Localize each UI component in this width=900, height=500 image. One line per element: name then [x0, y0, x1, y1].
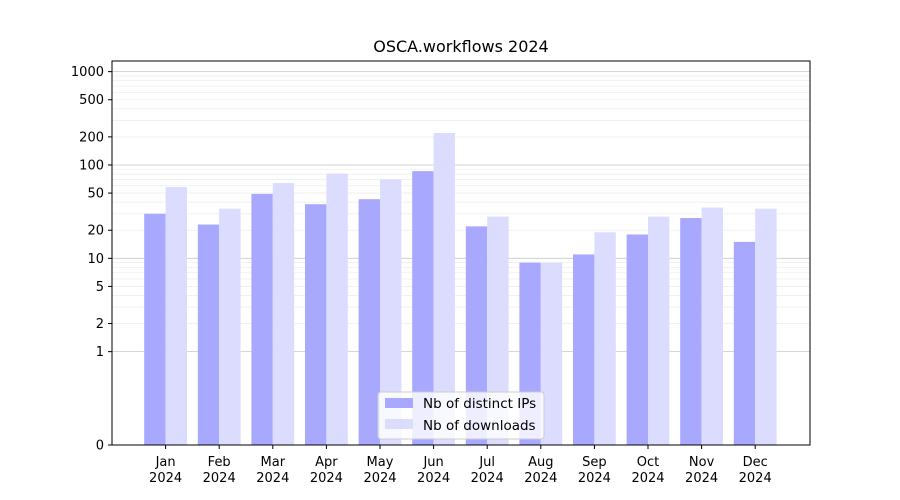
x-tick-label-month: Dec: [743, 455, 768, 470]
y-tick-label: 10: [87, 252, 104, 267]
bar-distinct-ips: [465, 226, 488, 445]
legend-swatch-ips: [385, 398, 413, 408]
legend-box: [377, 391, 545, 440]
x-tick-label-month: Mar: [261, 455, 286, 470]
x-tick-label-month: Aug: [528, 455, 553, 470]
x-axis: Jan2024Feb2024Mar2024Apr2024May2024Jun20…: [149, 445, 772, 486]
x-tick-label-month: Nov: [689, 455, 715, 470]
x-tick-label-month: Jun: [422, 455, 443, 470]
y-tick-label: 20: [87, 224, 104, 239]
x-tick-label-year: 2024: [363, 471, 396, 486]
bar-downloads: [433, 133, 455, 445]
bar-distinct-ips: [680, 218, 702, 445]
y-tick-label: 1000: [71, 65, 104, 80]
x-tick-label-year: 2024: [417, 471, 450, 486]
y-tick-label: 50: [87, 187, 104, 202]
bar-distinct-ips: [358, 199, 380, 445]
legend: Nb of distinct IPs Nb of downloads: [377, 391, 545, 440]
bar-downloads: [272, 183, 295, 446]
x-tick-label-year: 2024: [631, 471, 664, 486]
bar-downloads: [165, 187, 187, 445]
bar-distinct-ips: [144, 213, 166, 445]
plot-frame: [111, 60, 811, 446]
x-tick-label-year: 2024: [149, 471, 182, 486]
bar-downloads: [219, 208, 241, 445]
legend-swatch-downloads: [385, 419, 413, 429]
y-tick-label: 500: [79, 93, 104, 108]
x-tick-label-month: Apr: [315, 455, 338, 470]
bar-distinct-ips: [251, 193, 273, 445]
legend-label-downloads: Nb of downloads: [423, 418, 536, 434]
bar-distinct-ips: [733, 241, 756, 445]
bar-distinct-ips: [305, 204, 327, 445]
x-tick-label-year: 2024: [578, 471, 611, 486]
chart-title: OSCA.workflows 2024: [373, 37, 548, 56]
y-tick-label: 200: [79, 130, 104, 145]
y-tick-label: 1: [96, 345, 104, 360]
y-tick-label: 5: [96, 280, 104, 295]
bar-distinct-ips: [626, 234, 648, 445]
x-tick-label-year: 2024: [203, 471, 236, 486]
x-tick-label-year: 2024: [739, 471, 772, 486]
x-tick-label-year: 2024: [310, 471, 343, 486]
y-tick-label: 100: [79, 158, 104, 173]
bar-downloads: [326, 173, 348, 446]
bar-downloads: [540, 262, 563, 445]
y-tick-label: 2: [96, 317, 104, 332]
x-tick-label-month: Feb: [208, 455, 231, 470]
y-axis: 0 1 2 5 10 20 50 100 200 500 1000: [71, 65, 112, 454]
y-tick-label: 0: [96, 439, 104, 454]
x-tick-label-year: 2024: [256, 471, 289, 486]
legend-label-ips: Nb of distinct IPs: [423, 396, 536, 412]
bar-distinct-ips: [573, 254, 595, 445]
x-tick-label-year: 2024: [471, 471, 504, 486]
x-tick-label-year: 2024: [685, 471, 718, 486]
x-tick-label-month: Sep: [582, 455, 607, 470]
bar-distinct-ips: [197, 224, 220, 445]
x-tick-label-month: May: [367, 455, 394, 470]
x-tick-label-month: Oct: [637, 455, 659, 470]
x-tick-label-year: 2024: [524, 471, 557, 486]
bar-downloads: [701, 207, 723, 445]
bar-downloads: [380, 179, 402, 445]
bar-downloads: [755, 208, 777, 445]
x-tick-label-month: Jan: [155, 455, 176, 470]
bar-downloads: [487, 216, 509, 445]
bar-distinct-ips: [412, 171, 434, 445]
bar-downloads: [594, 232, 616, 445]
bars-layer: [144, 133, 777, 446]
x-tick-label-month: Jul: [478, 455, 495, 470]
bar-downloads: [648, 216, 670, 445]
